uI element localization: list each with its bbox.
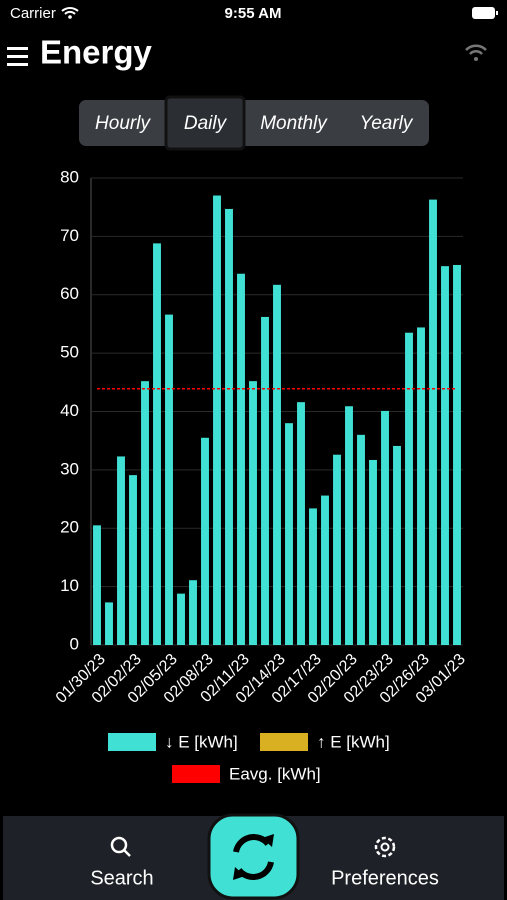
wifi-icon	[61, 7, 79, 15]
gear-hub	[380, 842, 390, 852]
bar	[189, 580, 197, 645]
y-tick-label: 10	[60, 576, 79, 595]
bar	[273, 284, 281, 645]
menu-bar	[7, 47, 28, 50]
y-tick-label: 30	[60, 459, 79, 478]
bar	[177, 593, 185, 645]
segment-label: Monthly	[260, 113, 328, 134]
bar	[309, 508, 317, 645]
segment-button[interactable]: Hourly	[95, 113, 151, 134]
legend-swatch	[108, 733, 156, 751]
y-tick-label: 80	[60, 167, 79, 186]
bar	[105, 602, 113, 645]
bar	[357, 434, 365, 645]
bar	[429, 199, 437, 645]
segment-button[interactable]: Yearly	[360, 113, 414, 134]
y-tick-label: 20	[60, 518, 79, 537]
menu-bar	[7, 63, 28, 66]
wifi-dot	[68, 15, 72, 19]
search-tab[interactable]: Search	[90, 836, 154, 889]
bar	[297, 402, 305, 645]
legend-label: ↑ E [kWh]	[317, 732, 390, 751]
tab-label: Search	[90, 867, 153, 889]
y-tick-label: 40	[60, 401, 79, 420]
bar	[141, 381, 149, 645]
y-tick-label: 70	[60, 226, 79, 245]
menu-bar	[7, 55, 28, 58]
refresh-icon	[233, 834, 274, 880]
connection-icon	[465, 44, 487, 55]
bar	[441, 266, 449, 645]
bar	[453, 264, 461, 645]
search-icon-handle	[123, 849, 131, 857]
legend-swatch	[260, 733, 308, 751]
bar	[153, 243, 161, 645]
bar	[225, 208, 233, 645]
refresh-background	[207, 813, 300, 900]
bar	[93, 525, 101, 645]
battery-tip	[496, 11, 498, 15]
segment-label: Daily	[184, 113, 228, 134]
bar	[333, 454, 341, 645]
y-tick-label: 0	[70, 634, 79, 653]
bar	[393, 445, 401, 645]
bar	[237, 273, 245, 645]
bar	[165, 314, 173, 645]
bar	[129, 475, 137, 645]
page-title: Energy	[40, 34, 153, 71]
bar	[381, 410, 389, 645]
clock: 9:55 AM	[225, 5, 282, 22]
bar	[285, 423, 293, 645]
refresh-arrows	[233, 834, 274, 880]
bar	[213, 195, 221, 645]
segment-selected	[164, 95, 246, 151]
bar	[321, 495, 329, 645]
bar	[201, 437, 209, 645]
connection-dot	[474, 57, 478, 61]
legend-swatch	[172, 765, 220, 783]
segment-button[interactable]: Monthly	[260, 113, 328, 134]
bar	[249, 381, 257, 645]
bar	[417, 327, 425, 645]
bar	[261, 316, 269, 645]
bar	[345, 406, 353, 645]
refresh-button[interactable]	[207, 813, 300, 900]
search-icon	[110, 836, 128, 854]
battery	[472, 7, 495, 19]
tab-label: Preferences	[331, 867, 439, 889]
segment-label: Yearly	[360, 113, 414, 134]
segment-label: Hourly	[95, 113, 151, 134]
bar	[369, 459, 377, 645]
y-tick-label: 50	[60, 343, 79, 362]
legend-label: Eavg. [kWh]	[229, 764, 321, 783]
segment-button[interactable]: Daily	[164, 95, 246, 151]
bar	[117, 456, 125, 645]
y-tick-label: 60	[60, 284, 79, 303]
preferences-tab[interactable]: Preferences	[331, 836, 439, 889]
legend-label: ↓ E [kWh]	[165, 732, 238, 751]
menu-button[interactable]	[7, 47, 28, 66]
gear-icon	[374, 836, 396, 858]
carrier: Carrier	[10, 5, 56, 22]
bar	[405, 332, 413, 645]
